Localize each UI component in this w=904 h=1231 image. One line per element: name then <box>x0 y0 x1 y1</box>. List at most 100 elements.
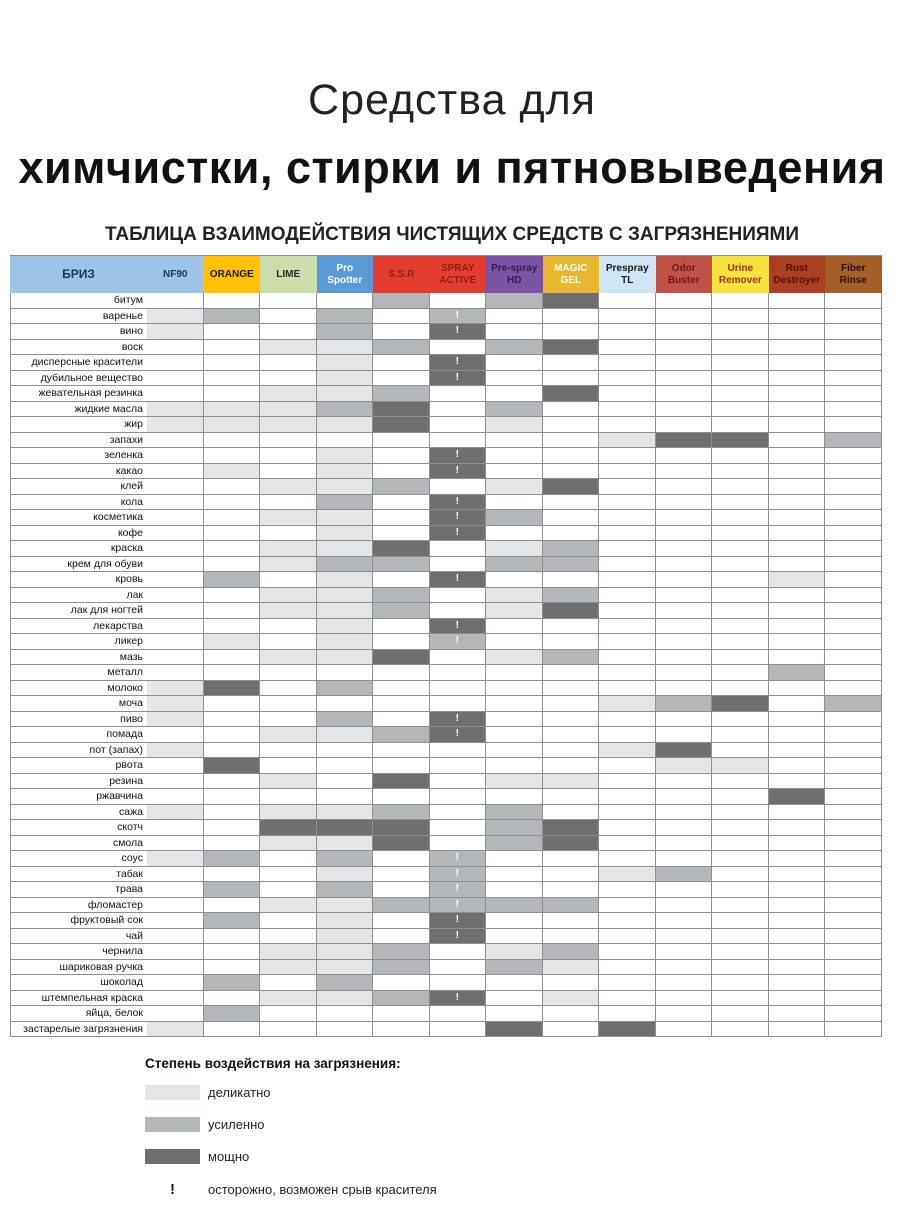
grade-cell <box>768 866 825 882</box>
grade-cell <box>542 944 599 960</box>
grade-cell <box>373 928 430 944</box>
grade-cell <box>542 463 599 479</box>
grade-cell <box>768 401 825 417</box>
grade-cell <box>147 634 204 650</box>
grade-cell <box>260 510 317 526</box>
grade-cell <box>486 804 543 820</box>
grade-cell <box>712 711 769 727</box>
grade-cell <box>655 680 712 696</box>
grade-cell <box>825 324 882 340</box>
caution-mark: ! <box>455 495 459 507</box>
grade-cell <box>542 742 599 758</box>
grade-cell <box>712 587 769 603</box>
grade-cell <box>712 355 769 371</box>
grade-cell <box>655 820 712 836</box>
table-row: яйца, белок <box>10 1006 882 1022</box>
grade-cell <box>486 835 543 851</box>
grade-cell <box>147 1021 204 1037</box>
caution-mark: ! <box>455 309 459 321</box>
grade-cell <box>203 959 260 975</box>
grade-cell <box>599 417 656 433</box>
grade-cell <box>768 804 825 820</box>
grade-cell <box>429 835 486 851</box>
grade-cell <box>203 820 260 836</box>
grade-cell <box>429 339 486 355</box>
grade-cell <box>373 572 430 588</box>
grade-cell <box>316 773 373 789</box>
grade-cell <box>260 773 317 789</box>
caution-mark: ! <box>455 914 459 926</box>
grade-cell <box>768 665 825 681</box>
grade-cell <box>712 928 769 944</box>
legend: Степень воздействия на загрязнения: дели… <box>145 1056 665 1198</box>
table-row: битум <box>10 293 882 309</box>
grade-cell <box>316 727 373 743</box>
grade-cell <box>768 432 825 448</box>
grade-cell <box>655 339 712 355</box>
grade-cell <box>599 448 656 464</box>
grade-cell <box>768 913 825 929</box>
powerful-swatch <box>145 1149 200 1164</box>
grade-cell <box>203 587 260 603</box>
caution-mark: ! <box>455 449 459 461</box>
grade-cell <box>373 587 430 603</box>
grade-cell <box>260 525 317 541</box>
caution-exclamation-icon: ! <box>170 1181 175 1198</box>
grade-cell: ! <box>429 494 486 510</box>
table-row: лак для ногтей <box>10 603 882 619</box>
grade-cell <box>429 1006 486 1022</box>
grade-cell <box>655 556 712 572</box>
grade-cell <box>203 680 260 696</box>
grade-cell <box>316 634 373 650</box>
table-row: какао! <box>10 463 882 479</box>
grade-cell <box>260 851 317 867</box>
grade-cell <box>260 835 317 851</box>
grade-cell <box>712 959 769 975</box>
grade-cell <box>260 680 317 696</box>
grade-cell <box>712 882 769 898</box>
grade-cell <box>373 417 430 433</box>
grade-cell <box>316 355 373 371</box>
grade-cell <box>655 742 712 758</box>
grade-cell <box>373 897 430 913</box>
grade-cell <box>373 959 430 975</box>
grade-cell <box>655 432 712 448</box>
grade-cell <box>712 324 769 340</box>
grade-cell <box>429 293 486 309</box>
grade-cell: ! <box>429 618 486 634</box>
grade-cell <box>147 448 204 464</box>
row-label: жевательная резинка <box>10 386 147 402</box>
grade-cell <box>542 727 599 743</box>
grade-cell <box>655 293 712 309</box>
grade-cell <box>147 572 204 588</box>
table-row: трава! <box>10 882 882 898</box>
grade-cell <box>542 417 599 433</box>
grade-cell <box>373 773 430 789</box>
grade-cell <box>825 386 882 402</box>
grade-cell <box>712 649 769 665</box>
grade-cell <box>373 448 430 464</box>
row-label: жир <box>10 417 147 433</box>
grade-cell <box>599 882 656 898</box>
grade-cell <box>486 928 543 944</box>
grade-cell <box>599 324 656 340</box>
grade-cell <box>203 773 260 789</box>
column-header-lime: LIME <box>260 256 317 293</box>
grade-cell <box>373 944 430 960</box>
grade-cell: ! <box>429 370 486 386</box>
row-label: лекарства <box>10 618 147 634</box>
grade-cell <box>260 324 317 340</box>
grade-cell <box>203 789 260 805</box>
grade-cell <box>768 541 825 557</box>
grade-cell <box>260 742 317 758</box>
grade-cell <box>599 293 656 309</box>
grade-cell <box>260 789 317 805</box>
grade-cell <box>260 370 317 386</box>
row-label: кофе <box>10 525 147 541</box>
grade-cell <box>599 339 656 355</box>
grade-cell <box>825 866 882 882</box>
grade-cell <box>599 975 656 991</box>
grade-cell <box>542 572 599 588</box>
grade-cell <box>316 835 373 851</box>
grade-cell <box>486 897 543 913</box>
